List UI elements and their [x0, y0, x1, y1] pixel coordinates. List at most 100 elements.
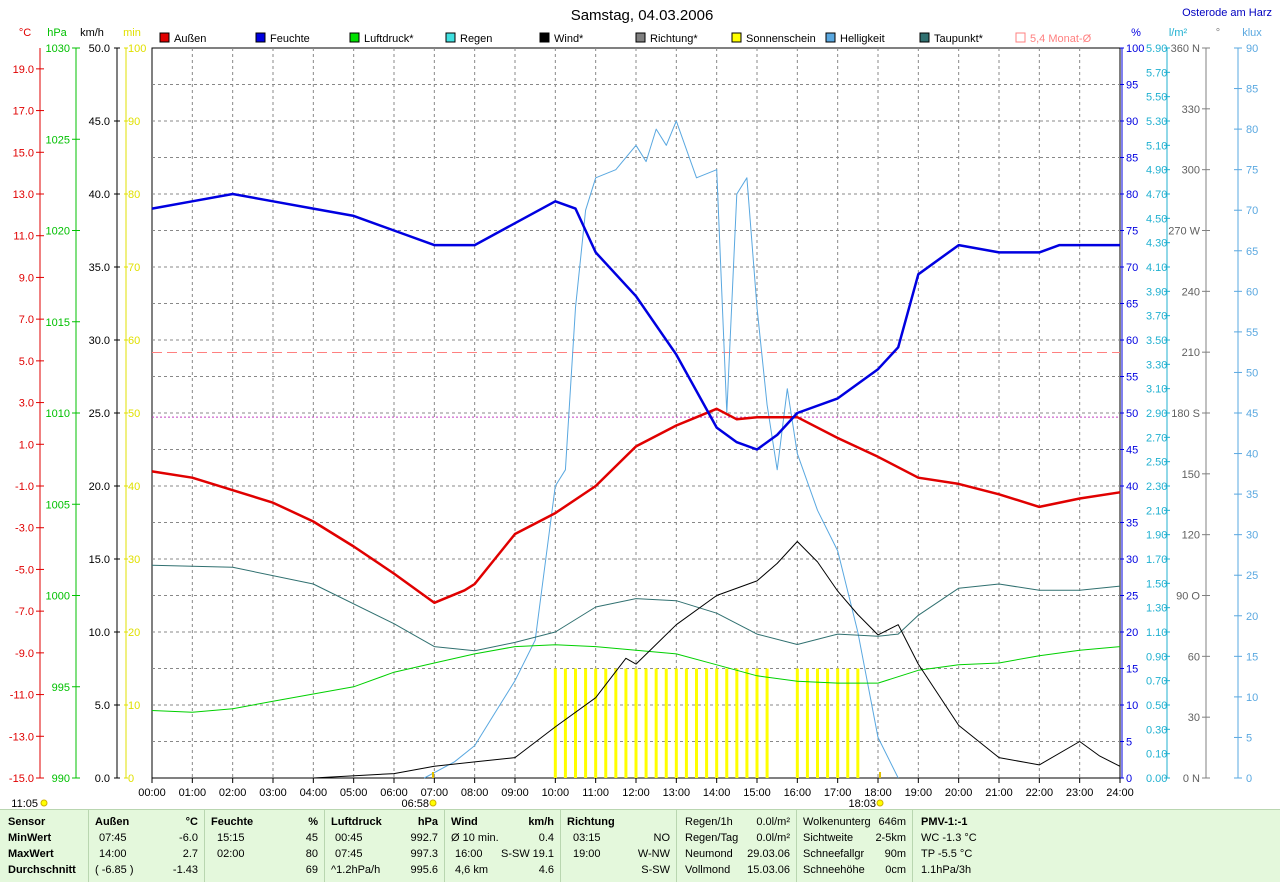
tick-label-rain: 4.10: [1146, 262, 1167, 274]
legend-swatch-5-4-monat: [1015, 32, 1026, 43]
x-tick-label: 12:00: [622, 787, 650, 799]
tick-label-sun: 60: [128, 335, 140, 347]
aussen-head: Außen: [95, 816, 130, 828]
tick-label-direction: 0 N: [1183, 773, 1200, 785]
x-tick-label: 01:00: [179, 787, 207, 799]
richtung-max-time: 19:00: [573, 848, 601, 860]
regen-1h-value: 0.0l/m²: [756, 816, 790, 828]
legend-swatch-feuchte: [255, 32, 266, 43]
tick-label-direction: 270 W: [1168, 226, 1200, 238]
richtung-avg-value: S-SW: [641, 864, 670, 876]
feuchte-max-time: 02:00: [217, 848, 245, 860]
legend-label-5-4-monat: 5,4 Monat-Ø: [1030, 33, 1092, 45]
tick-label-sun: 70: [128, 262, 140, 274]
tick-label-brightness: 50: [1246, 367, 1258, 379]
stats-wind: Wind km/h Ø 10 min. 0.4 16:00 S-SW 19.1 4,6 …: [444, 810, 560, 882]
tick-label-pressure: 1000: [46, 591, 70, 603]
tick-label-rain: 0.90: [1146, 651, 1167, 663]
x-tick-label: 20:00: [945, 787, 973, 799]
tick-label-brightness: 0: [1246, 773, 1252, 785]
legend-swatch-helligkeit: [825, 32, 836, 43]
axis-units: °C hPa km/h min% l/m² ° klux: [19, 27, 1262, 39]
tick-label-temp: -9.0: [15, 648, 34, 660]
tick-label-temp: 13.0: [13, 189, 34, 201]
legend-label-richtung: Richtung*: [650, 33, 698, 45]
x-tick-label: 07:00: [421, 787, 449, 799]
series-line-au-en: [151, 407, 1121, 605]
tick-label-sun: 80: [128, 189, 140, 201]
x-tick-label: 06:00: [380, 787, 408, 799]
series-line-taupunkt: [151, 564, 1121, 652]
aussen-avg-extra: ( -6.85 ): [95, 864, 134, 876]
tick-label-brightness: 40: [1246, 449, 1258, 461]
unit-label-rain: l/m²: [1169, 27, 1188, 39]
tick-label-rain: 3.30: [1146, 359, 1167, 371]
sunrise-marker: [431, 772, 434, 778]
x-tick-label: 11:00: [582, 787, 609, 799]
tick-label-rain: 2.10: [1146, 505, 1167, 517]
sunshine-bar: [725, 668, 729, 778]
aussen-min-time: 07:45: [99, 832, 127, 844]
feuchte-unit: %: [308, 816, 318, 828]
pmv-tp: TP -5.5 °C: [921, 848, 973, 860]
tick-label-rain: 1.90: [1146, 530, 1167, 542]
tick-label-pressure: 1025: [46, 134, 70, 146]
tick-label-rain: 0.00: [1146, 773, 1167, 785]
tick-label-wind: 15.0: [89, 554, 110, 566]
unit-label-brightness: klux: [1242, 27, 1262, 39]
tick-label-rain: 3.10: [1146, 384, 1167, 396]
neumond-label: Neumond: [685, 848, 733, 860]
tick-label-rain: 5.90: [1146, 43, 1167, 55]
richtung-min-value: NO: [653, 832, 671, 844]
tick-label-wind: 30.0: [89, 335, 110, 347]
stats-richtung: Richtung 03:15 NO 19:00 W-NW S-SW: [560, 810, 676, 882]
tick-label-brightness: 45: [1246, 408, 1258, 420]
wind-unit: km/h: [528, 816, 554, 828]
tick-label-rain: 2.30: [1146, 481, 1167, 493]
unit-label-wind: km/h: [80, 27, 104, 39]
tick-label-humidity: 20: [1126, 627, 1138, 639]
aussen-max-value: 2.7: [182, 848, 198, 860]
tick-label-brightness: 60: [1246, 286, 1258, 298]
tick-label-pressure: 995: [52, 682, 70, 694]
sunshine-bar: [594, 668, 598, 778]
tick-label-pressure: 990: [52, 773, 70, 785]
tick-label-brightness: 10: [1246, 692, 1258, 704]
tick-label-temp: -15.0: [9, 773, 34, 785]
location-label: Osterode am Harz: [1182, 7, 1272, 19]
sunshine-bar: [624, 668, 628, 778]
sunshine-bar: [735, 668, 739, 778]
legend-label-wind: Wind*: [554, 33, 584, 45]
tick-label-rain: 1.10: [1146, 627, 1167, 639]
sunshine-bar: [826, 668, 830, 778]
tick-label-rain: 0.50: [1146, 700, 1167, 712]
luftdruck-max-value: 997.3: [410, 848, 438, 860]
tick-label-rain: 4.90: [1146, 165, 1167, 177]
series-line-feuchte: [151, 192, 1120, 451]
tick-label-direction: 180 S: [1171, 408, 1200, 420]
stats-header-sensor: Sensor: [8, 816, 46, 828]
sunshine-bar: [805, 668, 809, 778]
sunrise-time: 06:58: [401, 798, 429, 810]
tick-label-pressure: 1010: [46, 408, 70, 420]
unit-label-sun: min: [123, 27, 141, 39]
tick-label-rain: 2.90: [1146, 408, 1167, 420]
tick-label-brightness: 20: [1246, 611, 1258, 623]
tick-label-brightness: 85: [1246, 84, 1258, 96]
sunshine-bar: [705, 668, 709, 778]
tick-label-humidity: 5: [1126, 737, 1132, 749]
tick-label-direction: 90 O: [1176, 591, 1200, 603]
tick-label-direction: 120: [1182, 530, 1200, 542]
richtung-head: Richtung: [567, 816, 615, 828]
tick-label-sun: 0: [128, 773, 134, 785]
sunshine-bar: [604, 668, 608, 778]
tick-label-direction: 60: [1188, 651, 1200, 663]
stats-sensor-column: Sensor MinWert MaxWert Durchschnitt: [0, 810, 88, 882]
tick-label-pressure: 1030: [46, 43, 70, 55]
tick-label-rain: 1.70: [1146, 554, 1167, 566]
tick-label-humidity: 35: [1126, 518, 1138, 530]
tick-label-temp: 17.0: [13, 106, 34, 118]
tick-label-pressure: 1015: [46, 317, 70, 329]
moon-icon: [40, 799, 48, 807]
